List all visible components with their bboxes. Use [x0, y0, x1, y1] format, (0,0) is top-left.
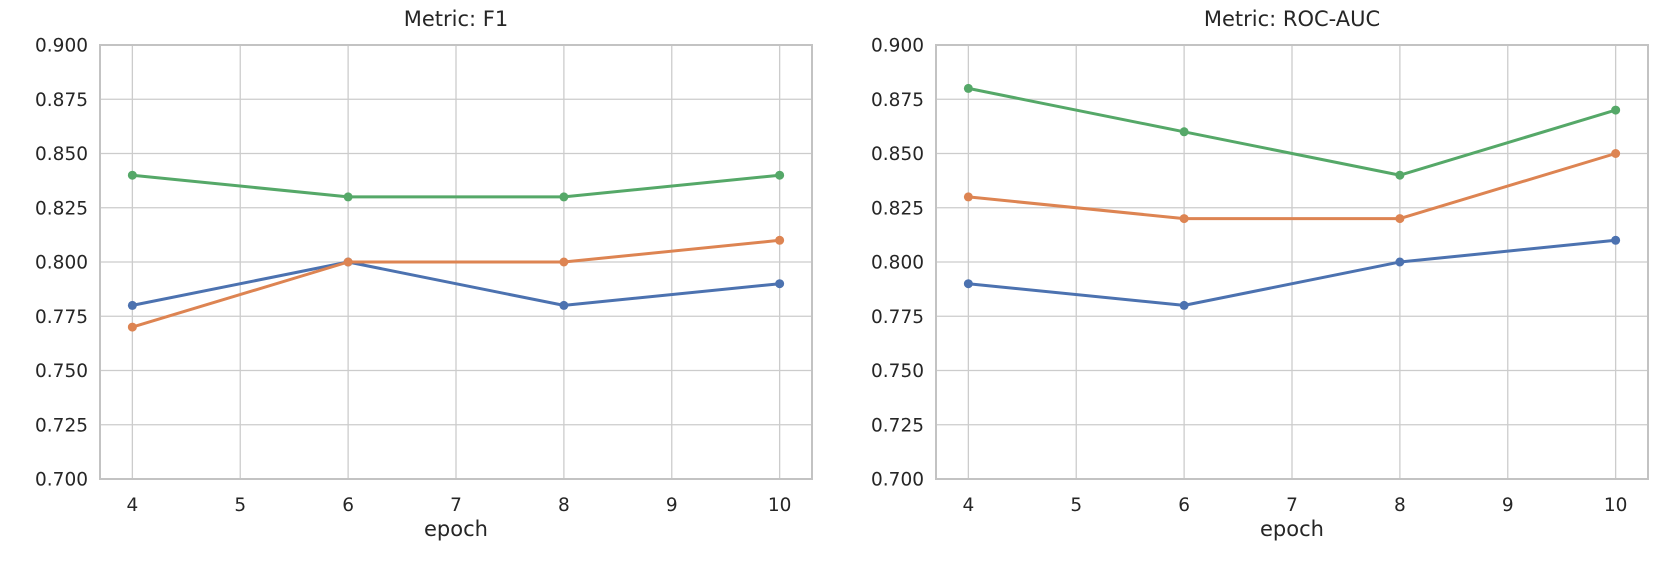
x-tick-label: 7 [1286, 495, 1298, 516]
y-tick-label: 0.725 [35, 415, 88, 436]
y-tick-label: 0.800 [871, 253, 924, 274]
series-blue-marker [559, 300, 569, 310]
y-tick-label: 0.750 [35, 361, 88, 382]
series-orange-marker [127, 322, 137, 332]
y-tick-label: 0.700 [35, 470, 88, 491]
y-tick-label: 0.825 [871, 198, 924, 219]
x-tick-label: 5 [234, 495, 246, 516]
y-tick-label: 0.850 [871, 144, 924, 165]
y-tick-label: 0.850 [35, 144, 88, 165]
series-blue-marker [775, 279, 785, 289]
x-tick-label: 9 [666, 495, 678, 516]
x-tick-label: 5 [1070, 495, 1082, 516]
series-blue-marker [1611, 235, 1621, 245]
series-blue-line [968, 238, 1616, 307]
x-tick-label: 10 [768, 495, 792, 516]
series-green-marker [559, 192, 569, 202]
series-orange-marker [1611, 149, 1621, 158]
x-tick-label: 8 [1394, 495, 1406, 516]
x-axis-label: epoch [1260, 517, 1324, 541]
chart-panel-roc-auc: Metric: ROC-AUC 0.700 0.725 0.750 0.775 0.80… [836, 0, 1672, 565]
series-green-line [968, 86, 1617, 177]
y-tick-label: 0.825 [35, 198, 88, 219]
series-blue-marker [963, 279, 973, 289]
series-orange-line [131, 238, 780, 329]
y-tick-label: 0.725 [871, 415, 924, 436]
y-tick-label: 0.750 [871, 361, 924, 382]
series-green-marker [963, 83, 973, 93]
chart-title: Metric: F1 [403, 7, 509, 31]
y-tick-label: 0.875 [35, 90, 88, 111]
chart-canvas: 0.700 0.725 0.750 0.775 0.800 0.825 0.850 0.875… [871, 36, 1649, 516]
y-tick-label: 0.875 [871, 90, 924, 111]
plot-border [935, 44, 1649, 480]
x-tick-label: 4 [126, 495, 138, 516]
series-orange-marker [1395, 214, 1405, 224]
x-tick-label: 6 [342, 495, 354, 516]
series-orange-line [968, 152, 1617, 221]
series-blue-marker [1179, 300, 1189, 310]
series-green-marker [127, 170, 137, 180]
y-tick-label: 0.775 [35, 307, 88, 328]
series-blue-line [132, 260, 780, 307]
series-orange-marker [1179, 214, 1189, 224]
x-axis-label: epoch [424, 517, 488, 541]
chart-canvas: 0.700 0.725 0.750 0.775 0.800 0.825 0.850 0.875… [35, 36, 813, 516]
series-blue-marker [1395, 257, 1405, 267]
series-orange-marker [775, 235, 785, 245]
chart-panel-f1: Metric: F1 0.700 0.725 0.750 0.775 0.800 0.82… [0, 0, 836, 565]
y-tick-label: 0.775 [871, 307, 924, 328]
y-tick-label: 0.800 [35, 253, 88, 274]
series-green-marker [775, 170, 785, 180]
y-tick-label: 0.900 [871, 36, 924, 57]
series-orange-marker [963, 192, 973, 202]
series-green-marker [1395, 170, 1405, 180]
series-green-marker [1611, 105, 1621, 115]
plot-border [99, 44, 813, 480]
x-tick-label: 8 [558, 495, 570, 516]
x-tick-label: 9 [1502, 495, 1514, 516]
y-tick-label: 0.900 [35, 36, 88, 57]
series-green-line [132, 173, 780, 199]
series-green-marker [343, 192, 353, 202]
series-blue-marker [127, 300, 137, 310]
series-orange-marker [559, 257, 569, 267]
series-green-marker [1179, 127, 1189, 137]
series-orange-marker [343, 257, 353, 267]
x-tick-label: 10 [1604, 495, 1628, 516]
x-tick-label: 6 [1178, 495, 1190, 516]
x-tick-label: 7 [450, 495, 462, 516]
chart-title: Metric: ROC-AUC [1203, 7, 1381, 31]
y-tick-label: 0.700 [871, 470, 924, 491]
x-tick-label: 4 [962, 495, 974, 516]
